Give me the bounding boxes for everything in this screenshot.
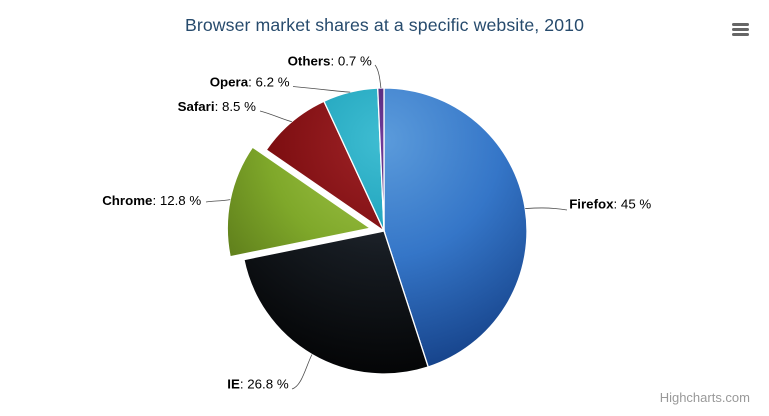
svg-text:Firefox: 45 %: Firefox: 45 % [569, 197, 651, 212]
svg-text:IE: 26.8 %: IE: 26.8 % [227, 377, 289, 392]
svg-text:Others: 0.7 %: Others: 0.7 % [288, 53, 372, 68]
svg-text:Opera: 6.2 %: Opera: 6.2 % [210, 75, 290, 90]
svg-text:Safari: 8.5 %: Safari: 8.5 % [178, 99, 257, 114]
svg-text:Chrome: 12.8 %: Chrome: 12.8 % [102, 193, 201, 208]
